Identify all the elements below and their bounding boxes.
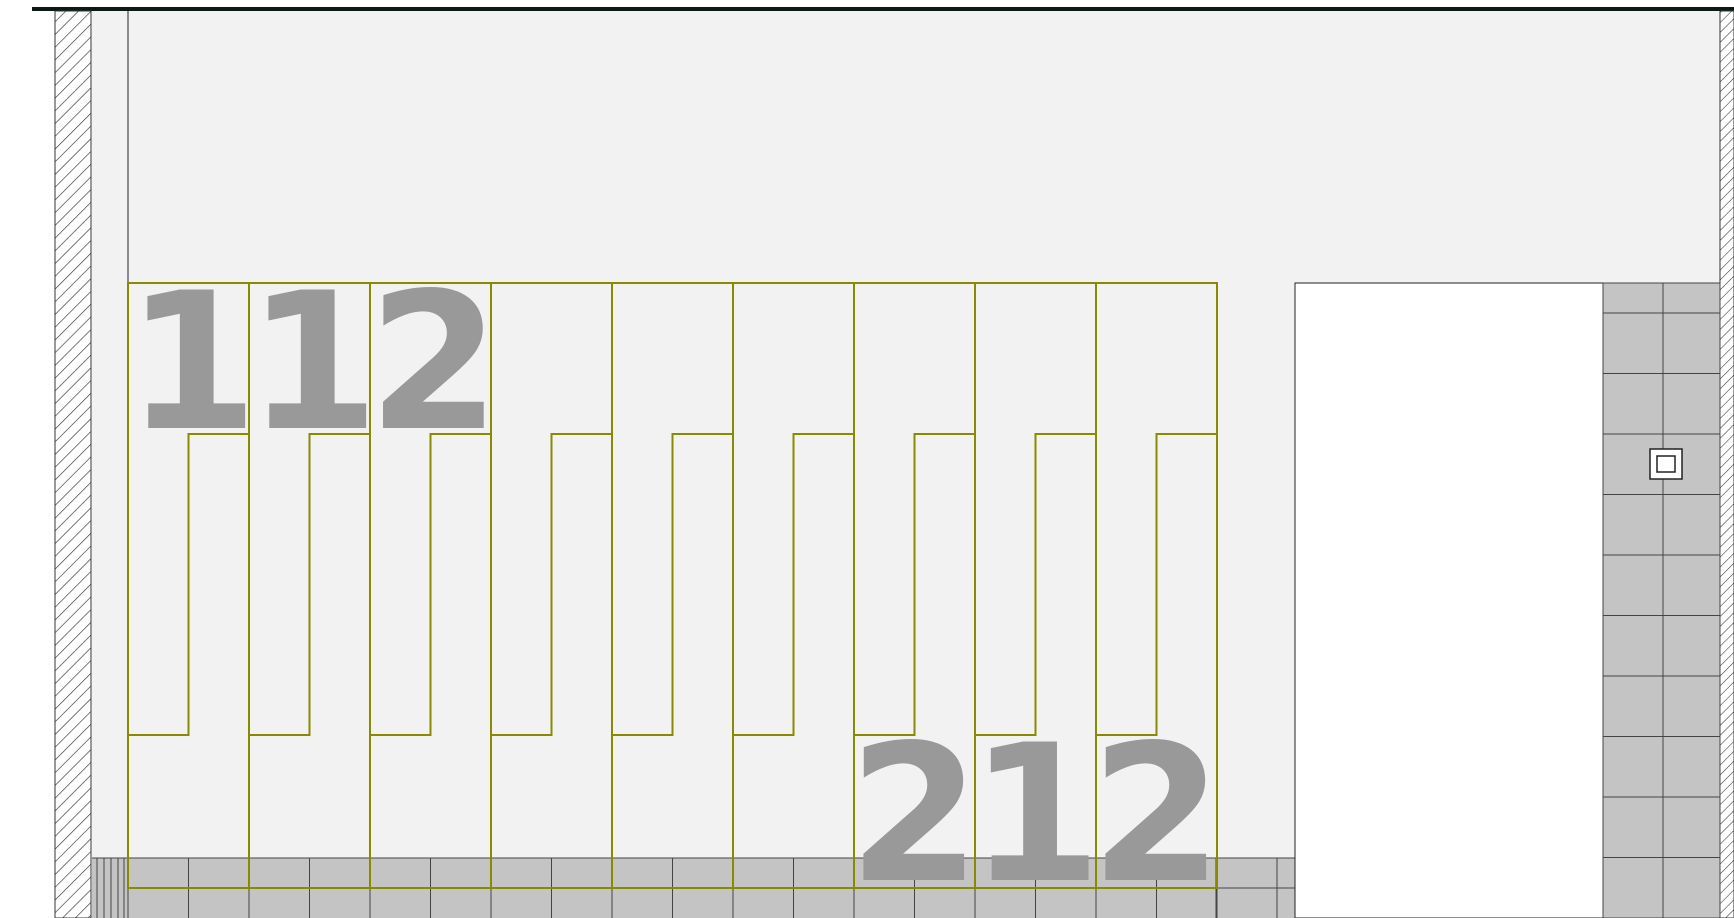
panel-divider (733, 433, 854, 736)
panel-divider (249, 433, 370, 736)
right-wall-hatch (1719, 10, 1734, 918)
panel[interactable]: 1 (969, 282, 1102, 918)
panel-divider (854, 433, 975, 736)
left-wall-hatch (54, 10, 92, 918)
panel[interactable]: 1 (247, 252, 379, 889)
panel[interactable]: 2 (368, 252, 500, 889)
panel[interactable]: 2 (848, 282, 981, 918)
panel-divider (1096, 433, 1217, 736)
panel-divider (491, 433, 612, 736)
panel[interactable]: 2 (1090, 282, 1223, 918)
square-outline-icon[interactable] (1649, 448, 1683, 480)
panel-divider (128, 433, 249, 736)
panel-divider (975, 433, 1096, 736)
panel-label-top: 1 (247, 252, 379, 473)
right-tile-column (1602, 282, 1721, 918)
panel-divider (612, 433, 733, 736)
panel-label-bottom: 2 (848, 704, 980, 918)
panel-label-bottom: 2 (1090, 704, 1222, 918)
tile-column-fill (1602, 282, 1721, 918)
panel-label-bottom: 1 (969, 704, 1101, 918)
panel-label-top: 1 (126, 252, 258, 473)
panel-divider (370, 433, 491, 736)
panel[interactable]: 1 (126, 252, 258, 889)
top-wall-border (32, 7, 1734, 11)
panel-outline (1095, 282, 1218, 889)
opening-area (1294, 282, 1604, 918)
panel-label-top: 2 (368, 252, 500, 473)
